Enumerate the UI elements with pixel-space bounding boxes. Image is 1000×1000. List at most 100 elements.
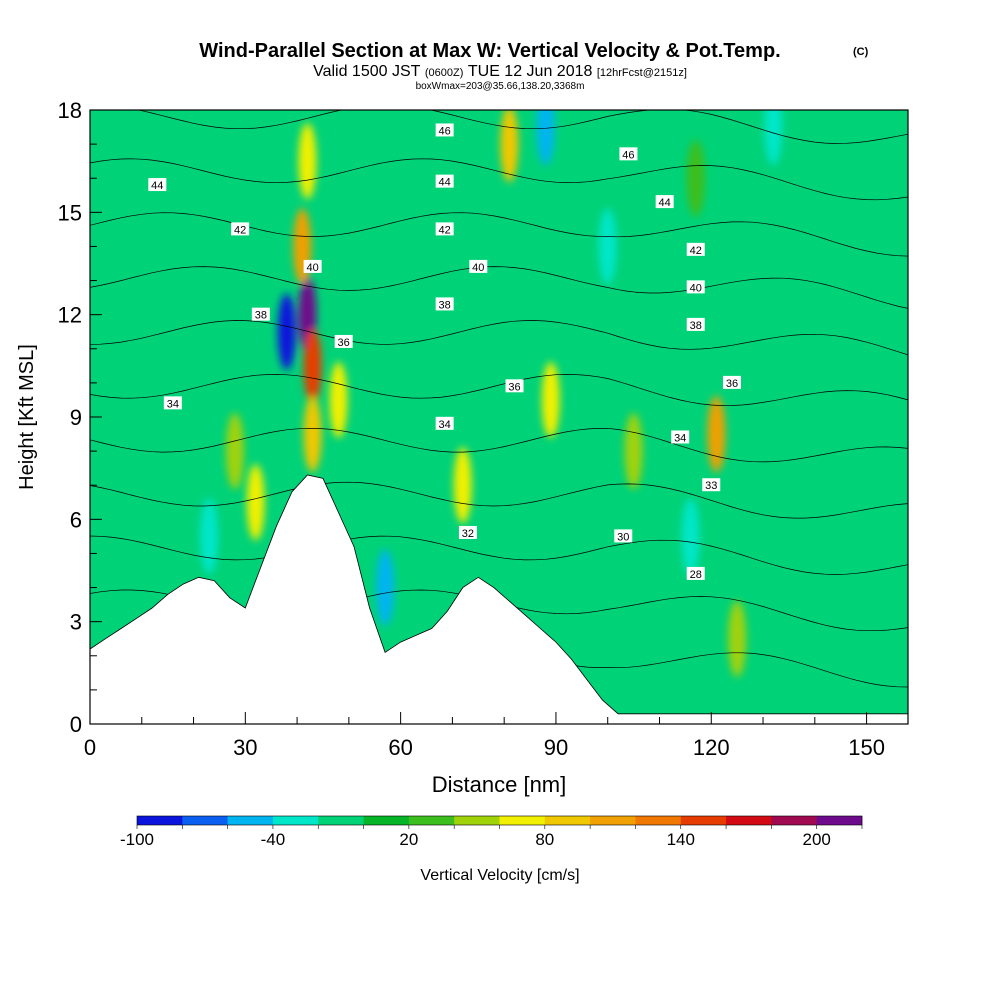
contour-label: 34 <box>435 416 454 431</box>
colorbar-tick-label: 80 <box>535 830 554 849</box>
contour-label: 32 <box>458 525 477 540</box>
theta-contour-line <box>90 481 908 519</box>
colorbar-tick-label: 20 <box>399 830 418 849</box>
colorbar-swatch <box>454 816 500 825</box>
svg-text:42: 42 <box>439 224 451 236</box>
colorbar-swatch <box>137 816 183 825</box>
colorbar-tick-label: -40 <box>261 830 286 849</box>
contour-label: 40 <box>303 259 322 274</box>
svg-text:34: 34 <box>674 432 686 444</box>
colorbar-tick-label: 200 <box>803 830 831 849</box>
x-tick-label: 150 <box>848 735 885 760</box>
theta-contour-line <box>136 110 908 144</box>
velocity-cell <box>541 361 560 438</box>
colorbar-swatch <box>499 816 546 825</box>
x-tick-label: 120 <box>693 735 730 760</box>
contour-label: 42 <box>686 242 705 257</box>
forecast-info: [12hrFcst@2151z] <box>597 67 687 79</box>
chart-title: Wind-Parallel Section at Max W: Vertical… <box>199 40 780 62</box>
y-tick-label: 18 <box>58 98 82 123</box>
colorbar-tick-label: -100 <box>120 830 154 849</box>
contour-label: 38 <box>251 307 270 322</box>
svg-text:33: 33 <box>705 480 717 492</box>
svg-text:38: 38 <box>439 299 451 311</box>
velocity-cell <box>200 498 219 575</box>
colorbar-swatch <box>816 816 863 825</box>
svg-text:32: 32 <box>462 528 474 540</box>
y-tick-label: 15 <box>58 200 82 225</box>
svg-text:46: 46 <box>439 125 451 137</box>
colorbar-swatch <box>363 816 410 825</box>
svg-text:46: 46 <box>622 149 634 161</box>
box-wmax-info: boxWmax=203@35.66,138.20,3368m <box>416 81 585 92</box>
svg-text:40: 40 <box>472 262 484 274</box>
contour-label: 44 <box>655 195 674 209</box>
theta-contour-line <box>90 535 908 575</box>
velocity-cell <box>728 600 747 677</box>
svg-text:36: 36 <box>508 381 520 393</box>
contour-label: 46 <box>435 123 454 137</box>
svg-text:38: 38 <box>255 310 267 322</box>
contour-label: 44 <box>148 178 167 192</box>
svg-text:36: 36 <box>338 337 350 349</box>
contour-label: 33 <box>702 478 721 492</box>
contour-label: 38 <box>435 297 454 311</box>
y-axis: 0 3 6 9 12 15 18 <box>58 98 102 737</box>
velocity-cell <box>598 208 617 285</box>
colorbar-swatch <box>635 816 682 825</box>
colorbar-label: Vertical Velocity [cm/s] <box>420 867 579 884</box>
colorbar-swatch <box>182 816 228 825</box>
colorbar-swatch <box>318 816 364 825</box>
velocity-cell <box>298 123 317 200</box>
valid-utc: (0600Z) <box>425 67 464 79</box>
contour-label: 36 <box>505 379 524 393</box>
svg-text:28: 28 <box>690 569 702 581</box>
colorbar-swatch <box>227 816 274 825</box>
svg-text:40: 40 <box>690 282 702 294</box>
valid-prefix: Valid 1500 JST <box>313 63 421 80</box>
y-tick-label: 3 <box>70 610 82 635</box>
x-tick-label: 90 <box>544 735 568 760</box>
colorbar: -100 -40 20 80 140 200 <box>120 815 863 849</box>
x-tick-label: 30 <box>233 735 257 760</box>
contour-label: 40 <box>469 259 488 274</box>
contour-label: 40 <box>686 280 705 294</box>
velocity-cell <box>536 110 555 166</box>
velocity-cell <box>686 140 705 217</box>
colorbar-swatch <box>726 816 772 825</box>
contour-label: 28 <box>686 566 705 581</box>
valid-date: TUE 12 Jun 2018 <box>468 63 593 80</box>
valid-time-line: Valid 1500 JST (0600Z) TUE 12 Jun 2018 [… <box>313 63 687 80</box>
contour-label: 42 <box>231 222 250 236</box>
velocity-cell <box>453 447 472 524</box>
x-tick-label: 60 <box>388 735 412 760</box>
theta-contour-line <box>90 427 908 463</box>
svg-text:44: 44 <box>439 177 451 189</box>
velocity-cell <box>707 396 726 473</box>
plot-area: 46 46 44 44 44 42 42 42 40 40 40 38 38 38 36 36 36 34 34 34… <box>89 109 909 725</box>
contour-label: 36 <box>334 334 353 349</box>
svg-text:36: 36 <box>726 378 738 390</box>
svg-text:42: 42 <box>234 224 246 236</box>
velocity-cell <box>329 361 348 438</box>
colorbar-swatch <box>544 816 591 825</box>
colorbar-swatch <box>771 816 817 825</box>
velocity-cell <box>303 327 322 404</box>
velocity-cell <box>303 396 322 473</box>
colorbar-swatch <box>590 816 636 825</box>
x-axis: 0 30 60 90 120 150 <box>84 712 885 760</box>
svg-text:44: 44 <box>659 197 671 209</box>
copyright-mark: (C) <box>853 46 869 58</box>
velocity-cell <box>277 293 296 370</box>
y-tick-label: 12 <box>58 303 82 328</box>
contour-label: 38 <box>686 317 705 332</box>
y-tick-label: 0 <box>70 712 82 737</box>
x-tick-label: 0 <box>84 735 96 760</box>
svg-text:42: 42 <box>690 245 702 257</box>
svg-text:44: 44 <box>151 180 163 192</box>
svg-text:34: 34 <box>439 419 451 431</box>
velocity-cell <box>624 413 643 490</box>
contour-label: 42 <box>435 222 454 236</box>
svg-text:30: 30 <box>617 531 629 543</box>
